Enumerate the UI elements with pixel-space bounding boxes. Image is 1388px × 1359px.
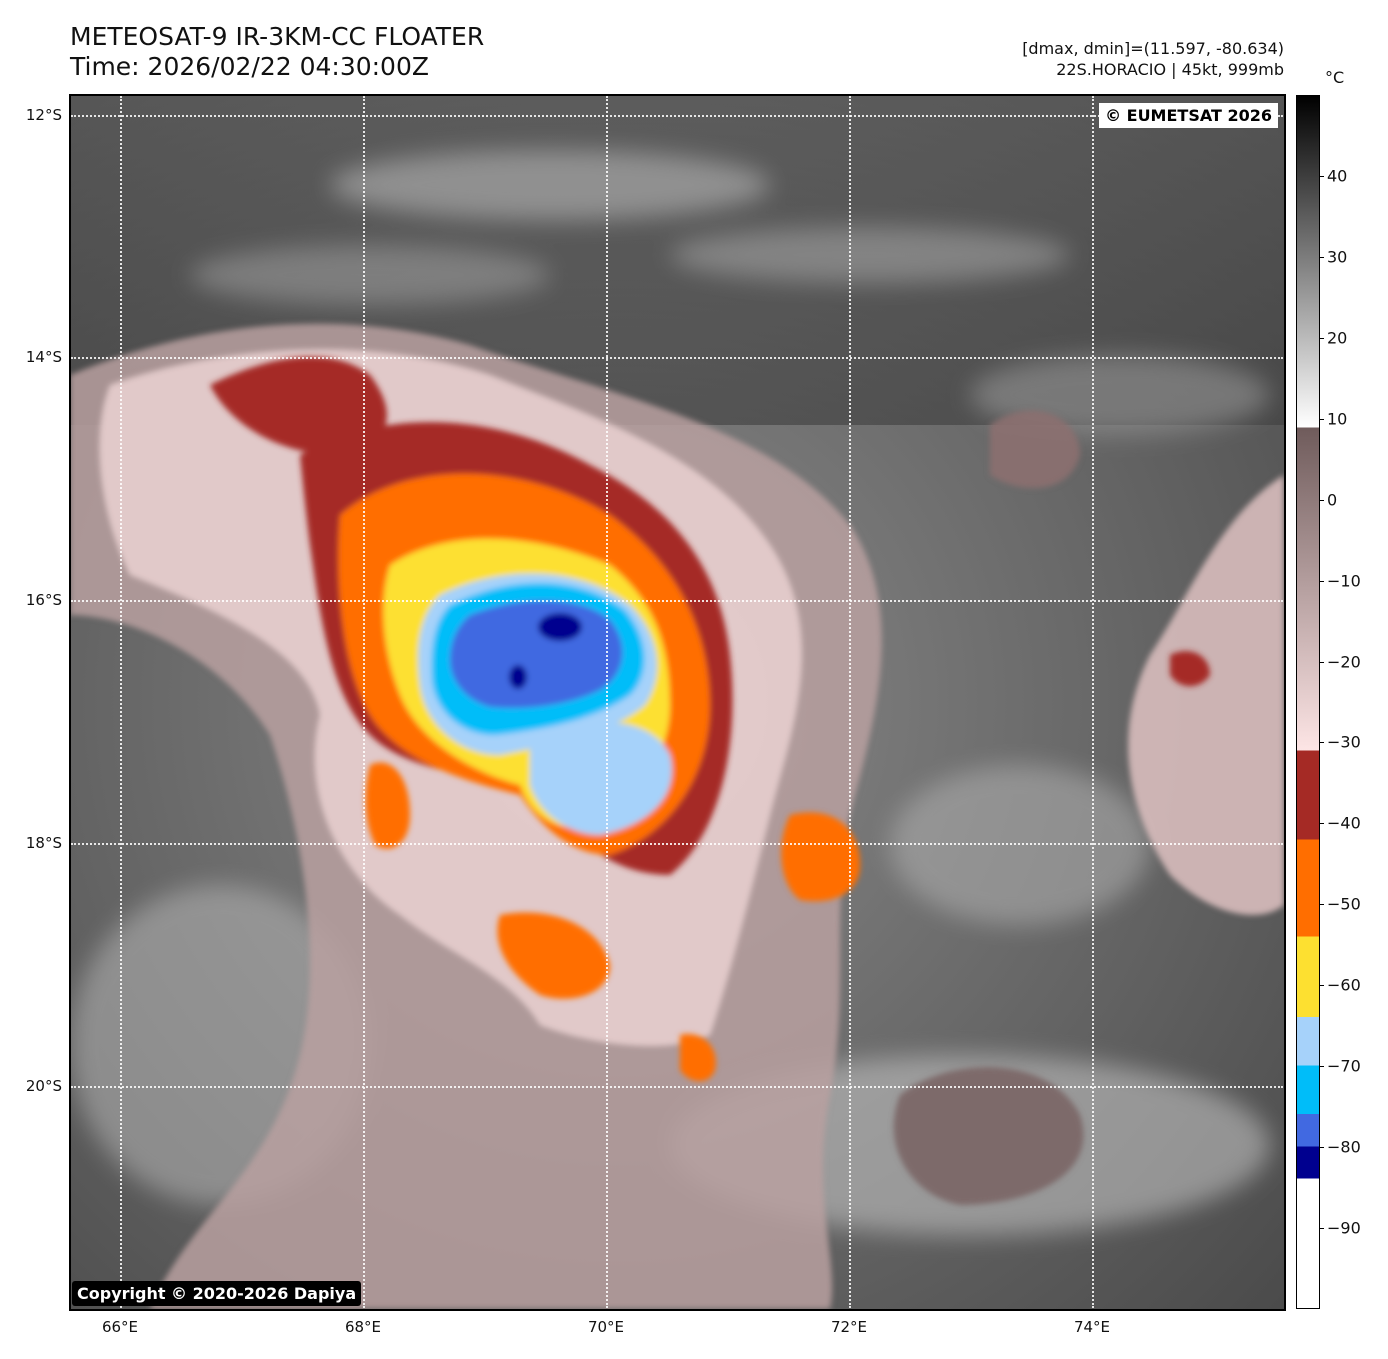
colorbar xyxy=(1296,95,1320,1309)
title-satellite: METEOSAT-9 IR-3KM-CC FLOATER xyxy=(70,22,485,51)
colorbar-tick xyxy=(1320,175,1324,177)
colorbar-tick-label: −70 xyxy=(1327,1056,1361,1076)
lon-label: 70°E xyxy=(587,1318,625,1336)
gridline-14s xyxy=(71,357,1283,359)
colorbar-tick-label: −10 xyxy=(1327,571,1361,591)
gridline-16s xyxy=(71,600,1283,602)
colorbar-tick-label: −30 xyxy=(1327,732,1361,752)
colorbar-tick xyxy=(1320,256,1324,258)
colorbar-tick xyxy=(1320,661,1324,663)
colorbar-tick-label: 30 xyxy=(1327,247,1348,267)
colorbar-tick-label: −20 xyxy=(1327,652,1361,672)
lat-label: 14°S xyxy=(25,348,62,366)
convective-core xyxy=(210,356,1210,1082)
eumetsat-credit: © EUMETSAT 2026 xyxy=(1099,103,1278,128)
lat-label: 20°S xyxy=(25,1077,62,1095)
gridline-12s xyxy=(71,115,1283,117)
colorbar-tick-label: −90 xyxy=(1327,1218,1361,1238)
lat-label: 16°S xyxy=(25,591,62,609)
dapiya-credit: Copyright © 2020-2026 Dapiya xyxy=(72,1281,362,1306)
data-range-info: [dmax, dmin]=(11.597, -80.634) xyxy=(1022,39,1284,58)
colorbar-tick-label: −60 xyxy=(1327,975,1361,995)
colorbar-tick-label: −40 xyxy=(1327,813,1361,833)
gridline-72e xyxy=(849,96,851,1308)
title-time: Time: 2026/02/22 04:30:00Z xyxy=(70,52,429,81)
colorbar-tick xyxy=(1320,985,1324,987)
colorbar-unit: °C xyxy=(1325,68,1345,87)
colorbar-tick xyxy=(1320,580,1324,582)
colorbar-tick xyxy=(1320,1228,1324,1230)
lon-label: 68°E xyxy=(344,1318,382,1336)
colorbar-tick-label: −80 xyxy=(1327,1137,1361,1157)
gridline-74e xyxy=(1092,96,1094,1308)
colorbar-tick xyxy=(1320,904,1324,906)
colorbar-tick-label: 10 xyxy=(1327,409,1348,429)
colorbar-tick xyxy=(1320,499,1324,501)
gridline-20s xyxy=(71,1086,1283,1088)
storm-info: 22S.HORACIO | 45kt, 999mb xyxy=(1056,60,1284,79)
colorbar-tick xyxy=(1320,742,1324,744)
colorbar-tick xyxy=(1320,823,1324,825)
gridline-18s xyxy=(71,843,1283,845)
satellite-map[interactable] xyxy=(70,95,1284,1309)
lon-label: 66°E xyxy=(101,1318,139,1336)
colorbar-tick xyxy=(1320,1066,1324,1068)
colorbar-tick-label: 0 xyxy=(1327,490,1338,510)
lon-label: 72°E xyxy=(830,1318,868,1336)
lat-label: 12°S xyxy=(25,106,62,124)
colorbar-tick xyxy=(1320,337,1324,339)
colorbar-tick-label: 20 xyxy=(1327,328,1348,348)
lon-label: 74°E xyxy=(1073,1318,1111,1336)
colorbar-tick-label: 40 xyxy=(1327,166,1348,186)
lat-label: 18°S xyxy=(25,834,62,852)
colorbar-tick xyxy=(1320,418,1324,420)
gridline-66e xyxy=(120,96,122,1308)
colorbar-tick xyxy=(1320,1147,1324,1149)
gridline-70e xyxy=(606,96,608,1308)
colorbar-tick-label: −50 xyxy=(1327,894,1361,914)
gridline-68e xyxy=(363,96,365,1308)
